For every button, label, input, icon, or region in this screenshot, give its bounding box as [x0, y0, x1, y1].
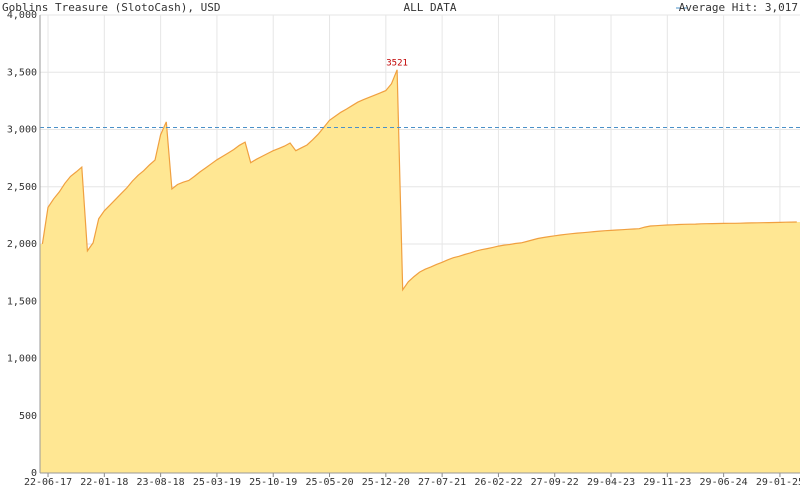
area-fill: [40, 69, 800, 474]
peak-label: 3521: [386, 58, 408, 68]
x-tick-label: 29-04-23: [587, 477, 635, 488]
y-tick-label: 1,500: [7, 296, 37, 307]
y-tick-label: 500: [19, 411, 37, 422]
x-tick-label: 29-11-23: [643, 477, 691, 488]
x-tick-label: 23-08-18: [137, 477, 185, 488]
y-tick-label: 2,500: [7, 182, 37, 193]
x-tick-label: 25-03-19: [193, 477, 241, 488]
y-tick-label: 3,000: [7, 125, 37, 136]
x-tick-label: 22-06-17: [24, 477, 72, 488]
y-tick-label: 4,000: [7, 10, 37, 21]
y-tick-label: 0: [31, 468, 37, 479]
x-tick-label: 26-02-22: [474, 477, 522, 488]
chart-title: Goblins Treasure (SlotoCash), USD: [2, 1, 221, 14]
x-tick-label: 29-06-24: [700, 477, 748, 488]
y-tick-label: 1,000: [7, 354, 37, 365]
x-tick-label: 25-05-20: [305, 477, 353, 488]
chart-subtitle: ALL DATA: [404, 1, 457, 14]
x-tick-label: 27-07-21: [418, 477, 466, 488]
y-tick-label: 3,500: [7, 67, 37, 78]
x-tick-label: 22-01-18: [80, 477, 128, 488]
x-tick-label: 25-10-19: [249, 477, 297, 488]
y-tick-label: 2,000: [7, 239, 37, 250]
x-tick-label: 25-12-20: [362, 477, 410, 488]
area-line: [41, 69, 797, 292]
x-tick-label: 27-09-22: [531, 477, 579, 488]
x-tick-label: 29-01-25: [756, 477, 800, 488]
legend-label: Average Hit: 3,017: [679, 1, 798, 14]
